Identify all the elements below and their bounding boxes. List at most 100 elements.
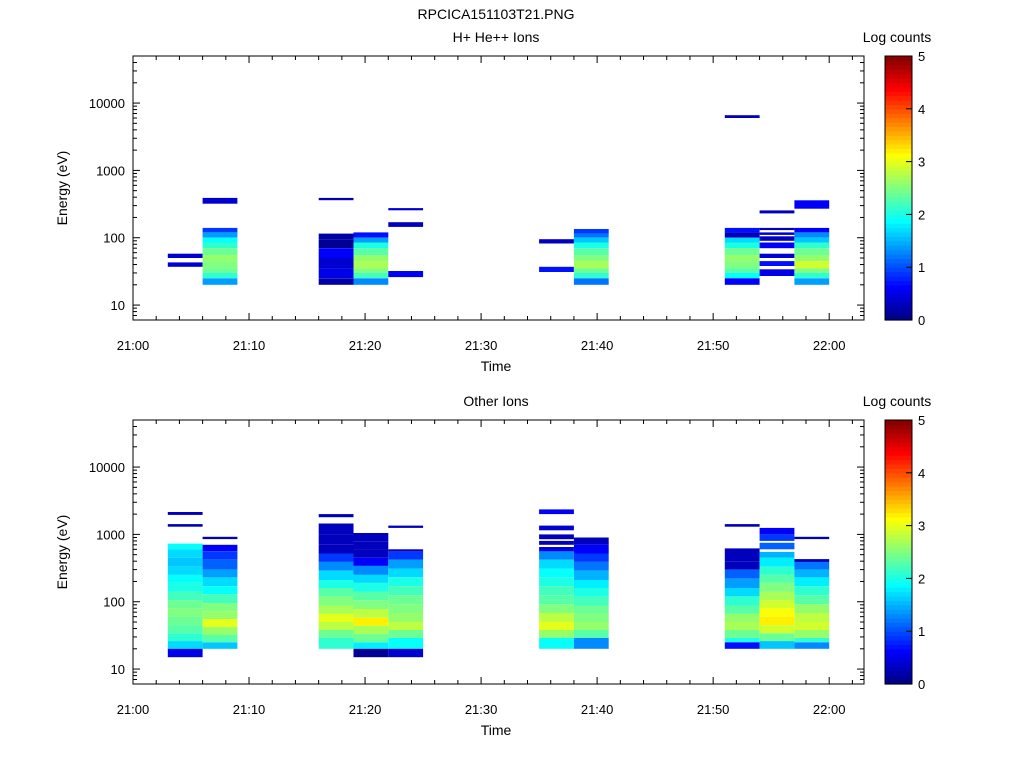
spectrogram-cell <box>353 565 389 575</box>
colorbar-segment <box>885 254 912 259</box>
spectrogram-cell <box>539 586 574 596</box>
spectrogram-cell <box>794 278 830 285</box>
spectrogram-cell <box>202 268 238 273</box>
colorbar-tick-label: 0 <box>918 677 925 692</box>
spectrogram-cell <box>318 248 354 258</box>
spectrogram-cell <box>388 622 424 630</box>
spectrogram-cell <box>202 237 238 243</box>
colorbar-segment <box>885 218 912 224</box>
spectrogram-cell <box>794 642 830 649</box>
x-tick-label: 21:40 <box>581 702 614 717</box>
colorbar-label: Log counts <box>863 393 932 409</box>
spectrogram-cell <box>318 588 354 597</box>
spectrogram-cell <box>794 232 830 238</box>
spectrogram-cell <box>353 574 389 583</box>
spectrogram-cell <box>202 272 238 279</box>
colorbar-segment <box>885 560 912 566</box>
colorbar-segment <box>885 192 912 198</box>
colorbar-tick-label: 4 <box>918 102 925 117</box>
spectrogram-cell <box>759 574 795 583</box>
colorbar-segment <box>885 148 912 154</box>
colorbar-segment <box>885 306 912 312</box>
colorbar-segment <box>885 446 912 452</box>
colorbar-segment <box>885 530 912 535</box>
colorbar-segment <box>885 635 912 641</box>
spectrogram-cell <box>388 568 424 578</box>
colorbar-segment <box>885 450 912 456</box>
x-tick-label: 21:00 <box>117 338 150 353</box>
spectrogram-cell <box>794 577 830 587</box>
spectrogram-cell <box>759 210 795 214</box>
colorbar-tick-label: 5 <box>918 413 925 428</box>
colorbar-segment <box>885 205 912 211</box>
spectrogram-cell <box>318 258 354 269</box>
y-tick-label: 10 <box>111 662 125 677</box>
colorbar-segment <box>885 245 912 251</box>
y-axis-label: Energy (eV) <box>54 151 70 226</box>
spectrogram-cell <box>353 533 389 542</box>
colorbar-segment <box>885 122 912 127</box>
spectrogram-cell <box>573 268 609 273</box>
spectrogram-cell <box>167 633 203 642</box>
spectrogram-cell <box>794 604 830 613</box>
colorbar-segment <box>885 556 912 562</box>
colorbar-segment <box>885 578 912 584</box>
spectrogram-cell <box>759 542 795 550</box>
spectrogram-cell <box>318 523 354 535</box>
colorbar-segment <box>885 464 912 469</box>
spectrogram-cell <box>724 561 760 570</box>
spectrogram-cell <box>539 568 574 578</box>
colorbar-tick-label: 2 <box>918 207 925 222</box>
spectrogram-cell <box>573 605 609 614</box>
spectrogram-cell <box>353 557 389 566</box>
spectrogram-cell <box>167 641 203 649</box>
spectrogram-cell <box>167 608 203 617</box>
colorbar-segment <box>885 64 912 70</box>
spectrogram-cell <box>794 637 830 643</box>
spectrogram-cell <box>167 566 203 575</box>
colorbar-segment <box>885 188 912 193</box>
colorbar-segment <box>885 538 912 544</box>
colorbar-segment <box>885 271 912 277</box>
spectrogram-cell <box>573 637 609 649</box>
spectrogram-cell <box>794 248 830 256</box>
spectrogram-cell <box>759 227 795 231</box>
colorbar-segment <box>885 113 912 119</box>
colorbar-frame <box>884 55 913 321</box>
colorbar-segment <box>885 481 912 487</box>
spectrogram-cell <box>539 604 574 613</box>
colorbar-segment <box>885 183 912 189</box>
spectrogram-cell <box>202 544 238 552</box>
spectrogram-cell <box>759 551 795 558</box>
spectrogram-cell <box>759 633 795 642</box>
spectrogram-cell <box>759 236 795 241</box>
spectrogram-cell <box>573 596 609 606</box>
colorbar-segment <box>885 267 912 273</box>
spectrogram-cell <box>167 262 203 267</box>
spectrogram-cell <box>353 617 389 626</box>
spectrogram-cell <box>202 619 238 628</box>
spectrogram-cell <box>202 635 238 643</box>
colorbar-segment <box>885 472 912 478</box>
colorbar-segment <box>885 534 912 540</box>
x-tick-label: 21:50 <box>697 702 730 717</box>
colorbar-segment <box>885 139 912 145</box>
x-tick-label: 21:50 <box>697 338 730 353</box>
spectrogram-cell <box>724 637 760 643</box>
spectrogram-cell <box>353 255 389 262</box>
spectrogram-cell <box>388 604 424 613</box>
spectrogram-cell <box>794 622 830 630</box>
spectrogram-cell <box>353 583 389 592</box>
spectrogram-cell <box>539 525 574 531</box>
spectrogram-cell <box>539 559 574 569</box>
colorbar-segment <box>885 675 912 681</box>
colorbar-segment <box>885 86 912 92</box>
colorbar-tick-label: 1 <box>918 624 925 639</box>
spectrogram-cell <box>353 591 389 601</box>
colorbar-segment <box>885 82 912 88</box>
spectrogram-cell <box>573 261 609 269</box>
colorbar-tick-label: 2 <box>918 571 925 586</box>
spectrogram-cell <box>318 553 354 562</box>
spectrogram-cell <box>539 551 574 560</box>
